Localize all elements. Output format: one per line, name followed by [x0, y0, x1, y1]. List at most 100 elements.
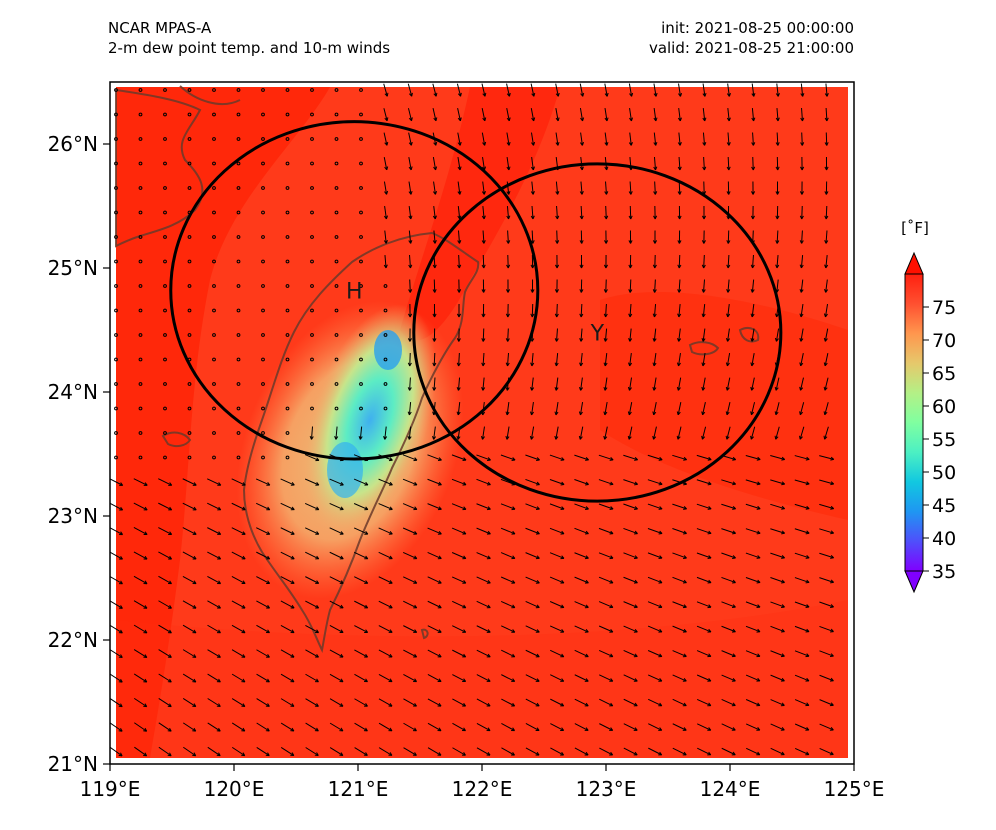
wind-arrowhead — [168, 555, 173, 560]
wind-vector — [531, 181, 534, 195]
wind-arrowhead — [756, 481, 761, 486]
wind-arrowhead — [358, 436, 363, 440]
wind-vector — [604, 402, 608, 415]
wind-arrowhead — [437, 555, 442, 560]
wind-arrowhead — [315, 653, 319, 658]
wind-arrowhead — [751, 117, 756, 122]
wind-vector — [158, 478, 172, 486]
wind-arrowhead — [433, 92, 438, 97]
wind-arrowhead — [628, 313, 633, 318]
wind-vector — [158, 746, 172, 757]
wind-calm-dot — [285, 406, 290, 411]
wind-arrowhead — [364, 629, 369, 633]
wind-arrowhead — [486, 506, 491, 511]
wind-vector — [506, 132, 510, 146]
wind-vector — [721, 479, 736, 485]
wind-arrowhead — [167, 752, 172, 757]
wind-vector — [555, 402, 559, 415]
wind-vector — [776, 279, 779, 293]
wind-vector — [819, 552, 834, 559]
wind-calm-dot — [334, 333, 339, 337]
wind-calm-dot — [212, 210, 216, 215]
wind-arrowhead — [823, 411, 828, 416]
wind-vector — [799, 426, 805, 440]
wind-arrowhead — [780, 751, 785, 756]
wind-vector — [574, 454, 589, 461]
wind-arrowhead — [579, 191, 584, 195]
wind-calm-dot — [138, 88, 143, 92]
wind-arrowhead — [677, 313, 682, 318]
wind-vector — [696, 601, 712, 608]
wind-vector — [110, 746, 123, 757]
wind-calm-dot — [285, 161, 290, 166]
wind-arrowhead — [707, 555, 712, 559]
wind-arrowhead — [506, 92, 511, 97]
wind-arrowhead — [830, 530, 835, 535]
iriomote-island — [738, 327, 760, 343]
wind-vector — [825, 254, 828, 269]
wind-vector — [231, 746, 246, 757]
wind-arrowhead — [701, 337, 706, 342]
wind-arrowhead — [167, 727, 172, 732]
wind-arrowhead — [726, 240, 731, 244]
wind-arrowhead — [677, 337, 682, 342]
wind-vector — [182, 649, 197, 658]
wind-arrowhead — [554, 386, 559, 391]
wind-vector — [457, 157, 461, 170]
wind-vector — [770, 552, 785, 559]
wind-arrowhead — [707, 702, 712, 707]
wind-calm-dot — [285, 210, 290, 215]
lon-tick-label: 125°E — [824, 777, 885, 801]
wind-arrowhead — [118, 654, 123, 659]
wind-vector — [329, 625, 344, 633]
wind-vector — [501, 625, 515, 633]
wind-arrowhead — [653, 191, 658, 195]
wind-arrowhead — [334, 436, 339, 440]
wind-calm-dot — [163, 333, 167, 337]
warm-band-south — [116, 600, 848, 758]
wind-arrowhead — [408, 313, 413, 318]
wind-vector — [384, 205, 387, 220]
wind-arrowhead — [413, 678, 418, 683]
wind-arrowhead — [506, 141, 511, 146]
wind-arrowhead — [511, 457, 516, 461]
wind-arrowhead — [628, 289, 633, 293]
wind-arrowhead — [653, 166, 658, 171]
wind-vector — [507, 328, 509, 342]
wind-arrowhead — [437, 629, 442, 633]
wind-arrowhead — [579, 264, 584, 269]
wind-arrowhead — [750, 289, 755, 293]
wind-vector — [574, 503, 589, 510]
wind-arrowhead — [535, 678, 540, 682]
wind-arrowhead — [702, 92, 707, 97]
wind-arrowhead — [579, 313, 584, 318]
wind-arrowhead — [265, 703, 270, 707]
wind-calm-dot — [359, 333, 363, 337]
wind-vector — [770, 528, 785, 534]
wind-arrowhead — [462, 629, 467, 633]
wind-arrowhead — [384, 166, 389, 171]
wind-vector — [158, 649, 172, 658]
wind-arrowhead — [167, 629, 172, 634]
wind-calm-dot — [334, 112, 339, 117]
wind-arrowhead — [530, 264, 535, 269]
wind-arrowhead — [413, 530, 418, 535]
wind-vector — [427, 503, 442, 510]
wind-arrowhead — [555, 191, 560, 195]
wind-vector — [482, 181, 485, 195]
wind-vector — [800, 353, 804, 366]
wind-arrowhead — [408, 190, 413, 195]
wind-vector — [110, 624, 123, 634]
wind-arrowhead — [290, 531, 295, 535]
wind-arrowhead — [412, 727, 417, 732]
wind-arrowhead — [535, 506, 540, 511]
wind-vector — [727, 279, 730, 293]
wind-vector — [384, 426, 387, 440]
wind-arrowhead — [682, 628, 687, 633]
wind-vector — [481, 108, 486, 121]
wind-arrowhead — [437, 752, 442, 756]
wind-arrowhead — [462, 457, 467, 462]
wind-arrowhead — [241, 506, 246, 511]
model-name: NCAR MPAS-A — [108, 19, 212, 37]
lon-axis: 119°E 120°E 121°E 122°E 123°E 124°E 125°E — [80, 764, 885, 801]
